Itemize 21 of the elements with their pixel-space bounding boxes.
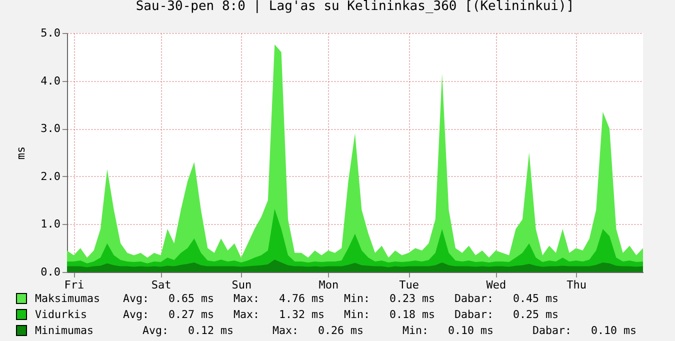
x-tick-label: Thu [566,278,586,292]
text: Avg: 0.65 ms Max: 4.76 ms Min: 0.23 ms Dabar: 0.45 ms [123,292,559,304]
y-tick-label: 5.0 [40,26,60,40]
y-tick-label: 0.0 [40,266,60,278]
y-tick-label: 1.0 [40,218,60,231]
y-axis-title: ms [14,146,28,160]
text: Avg: 0.27 ms Max: 1.32 ms Min: 0.18 ms Dabar: 0.25 ms [123,308,559,320]
x-tick-label: Mon [318,278,339,292]
legend-label: Maksimumas [35,292,102,304]
text: Avg: 0.12 ms Max: 0.26 ms Min: 0.10 ms Dabar: 0.10 ms [142,324,637,336]
x-tick-label: Sun [232,278,252,292]
legend-label: Vidurkis [35,308,88,320]
y-tick-label: 2.0 [40,170,60,183]
x-tick-label: Fri [64,278,84,292]
chart-title: Sau-30-pen 8:0 | Lag'as su Kelininkas_360 [(Kelininkui)] [136,0,574,14]
x-tick-label: Tue [399,278,420,292]
x-tick-label: Wed [486,278,506,292]
y-tick-label: 3.0 [40,122,60,136]
x-tick-label: Sat [151,278,172,292]
legend-label: Minimumas [35,324,95,336]
y-tick-label: 4.0 [40,74,60,88]
